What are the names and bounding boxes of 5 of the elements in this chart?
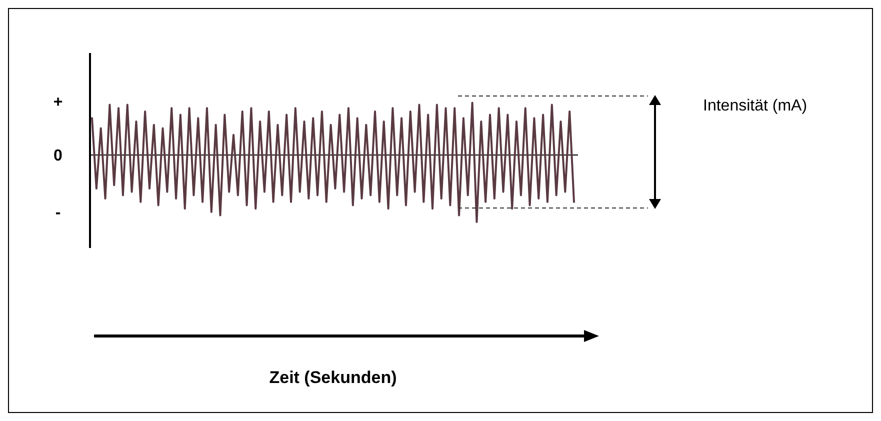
text: + [53,94,63,111]
text: - [55,204,61,222]
text: Intensität (mA) [703,98,808,115]
text: Zeit (Sekunden) [269,368,397,387]
text: 0 [54,148,63,165]
